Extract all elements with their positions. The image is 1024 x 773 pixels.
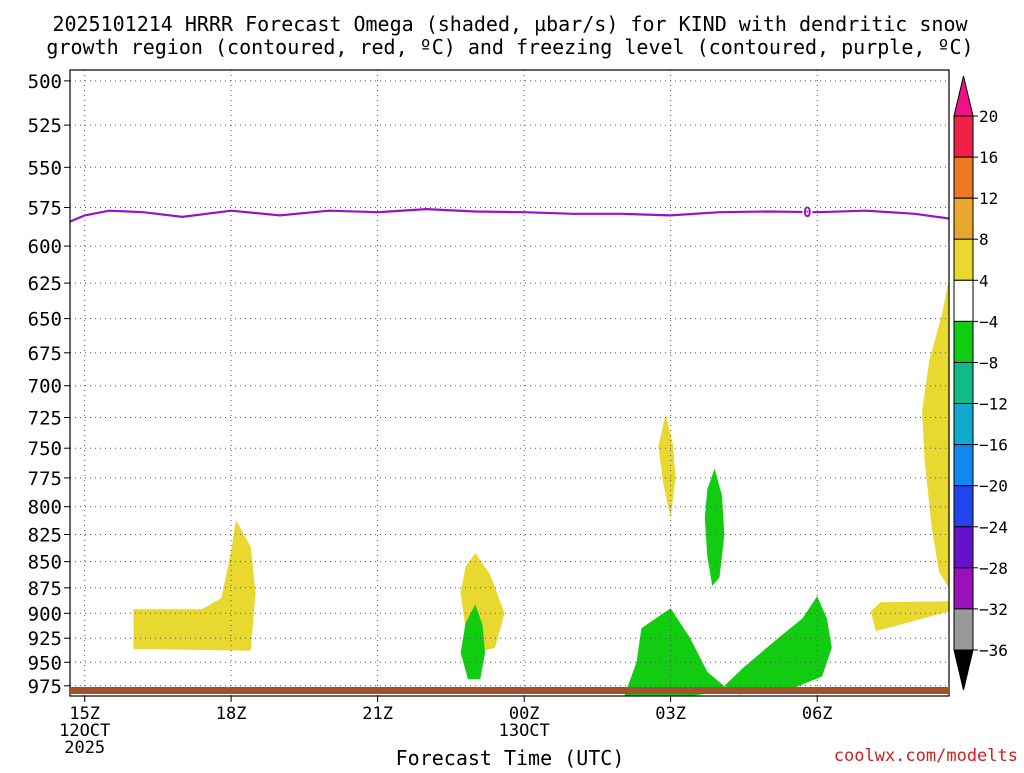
colorbar-segment-6 <box>953 320 974 363</box>
colorbar-under-arrow <box>953 649 974 691</box>
x-tick-label-6-1: 06Z <box>802 704 833 724</box>
y-tick-label-825: 825 <box>28 525 62 547</box>
colorbar-label-11: −24 <box>979 518 1008 537</box>
colorbar-segment-5 <box>953 279 974 322</box>
y-tick-label-700: 700 <box>28 376 62 398</box>
y-tick-label-850: 850 <box>28 552 62 574</box>
x-tick-label-1-3: 2025 <box>64 738 105 758</box>
colorbar-label-14: −36 <box>979 641 1008 660</box>
colorbar-label-9: −16 <box>979 436 1008 455</box>
colorbar-label-10: −20 <box>979 477 1008 496</box>
omega-region-9 <box>724 596 832 695</box>
omega-region-1 <box>133 520 256 651</box>
x-tick-label-3-1: 21Z <box>362 704 393 724</box>
freezing-level-line <box>70 207 949 223</box>
colorbar-segment-4 <box>953 238 974 281</box>
colorbar-segment-9 <box>953 444 974 487</box>
omega-region-8 <box>624 608 730 696</box>
colorbar-segment-1 <box>953 115 974 158</box>
colorbar-label-5: 4 <box>979 271 989 290</box>
colorbar: 20 16 12 8 4 −4 −8 −12 −16 −20 −24 −28 −32 −36 <box>953 75 1008 691</box>
y-tick-label-625: 625 <box>28 273 62 295</box>
colorbar-segment-10 <box>953 485 974 528</box>
colorbar-segment-3 <box>953 197 974 240</box>
colorbar-label-8: −12 <box>979 395 1008 414</box>
colorbar-label-4: 8 <box>979 230 989 249</box>
y-tick-label-800: 800 <box>28 497 62 519</box>
omega-region-3 <box>658 413 676 518</box>
credit-text: coolwx.com/modelts <box>834 746 1018 766</box>
y-tick-label-925: 925 <box>28 628 62 650</box>
colorbar-segment-2 <box>953 156 974 199</box>
y-tick-label-725: 725 <box>28 408 62 430</box>
y-tick-label-875: 875 <box>28 578 62 600</box>
y-tick-label-550: 550 <box>28 157 62 179</box>
y-tick-label-650: 650 <box>28 309 62 331</box>
chart-title-line1: 2025101214 HRRR Forecast Omega (shaded, … <box>52 12 968 36</box>
x-tick-label-4-1: 00Z <box>509 704 540 724</box>
x-tick-label-2-1: 18Z <box>216 704 247 724</box>
omega-region-5 <box>870 601 949 632</box>
y-tick-label-975: 975 <box>28 676 62 698</box>
colorbar-label-1: 20 <box>979 107 998 126</box>
freezing-level-label-bg <box>802 205 813 220</box>
colorbar-segment-7 <box>953 362 974 405</box>
y-tick-label-575: 575 <box>28 198 62 220</box>
x-tick-label-4-2: 13OCT <box>499 721 550 741</box>
x-tick-label-1-2: 12OCT <box>59 721 110 741</box>
y-tick-label-750: 750 <box>28 438 62 460</box>
y-tick-label-500: 500 <box>28 71 62 93</box>
y-tick-label-525: 525 <box>28 115 62 137</box>
y-tick-label-675: 675 <box>28 343 62 365</box>
colorbar-label-13: −32 <box>979 600 1008 619</box>
colorbar-label-7: −8 <box>979 354 998 373</box>
colorbar-segment-8 <box>953 403 974 446</box>
colorbar-segment-13 <box>953 608 974 651</box>
colorbar-label-6: −4 <box>979 312 998 331</box>
colorbar-label-3: 12 <box>979 189 998 208</box>
x-tick-label-5-1: 03Z <box>655 704 686 724</box>
colorbar-segment-12 <box>953 567 974 610</box>
surface-strip <box>70 687 949 694</box>
colorbar-label-12: −28 <box>979 559 1008 578</box>
x-axis-label: Forecast Time (UTC) <box>396 746 625 768</box>
colorbar-label-2: 16 <box>979 148 998 167</box>
y-tick-label-775: 775 <box>28 468 62 490</box>
y-tick-label-950: 950 <box>28 652 62 674</box>
plot-frame <box>69 69 950 697</box>
chart-title-line2: growth region (contoured, red, ºC) and f… <box>46 35 973 59</box>
omega-region-7 <box>460 604 486 680</box>
y-tick-label-900: 900 <box>28 603 62 625</box>
colorbar-segment-11 <box>953 526 974 569</box>
y-tick-label-600: 600 <box>28 236 62 258</box>
omega-region-4 <box>922 278 949 588</box>
freezing-level-label: 0 <box>803 205 811 221</box>
x-tick-label-1-1: 15Z <box>69 704 100 724</box>
omega-region-6 <box>704 468 725 586</box>
